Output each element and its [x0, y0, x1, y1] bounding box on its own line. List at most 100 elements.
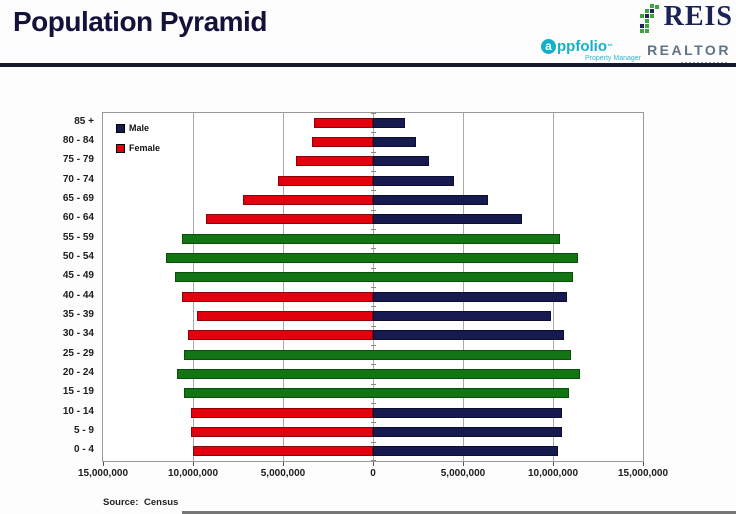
- appfolio-wordmark: ppfolio: [557, 38, 607, 55]
- y-axis-labels: 85 + 80 - 84 75 - 79 70 - 74 65 - 69 60 - 64 5…: [0, 112, 97, 462]
- gridline: [553, 113, 554, 461]
- y-axis-label: 15 - 19: [62, 386, 94, 398]
- zero-line-tick: [371, 383, 376, 385]
- zero-line-tick: [371, 209, 376, 211]
- bar-male-75-79: [373, 156, 429, 167]
- bar-female-80-84: [311, 137, 373, 147]
- bottom-edge-shadow: [182, 511, 736, 514]
- bar-male-40-44: [373, 291, 568, 302]
- zero-line-tick: [371, 287, 376, 288]
- bar-female-65-69: [243, 195, 373, 205]
- header-divider-rule: [0, 63, 736, 67]
- bar-highlight-15-19: [184, 388, 570, 399]
- zero-line-tick: [371, 113, 376, 114]
- x-axis-label: 15,000,000: [617, 468, 669, 479]
- y-axis-label: 40 - 44: [62, 289, 94, 301]
- zero-line-tick: [371, 441, 376, 443]
- chart-legend: Male Female: [116, 118, 160, 158]
- legend-label-female: Female: [129, 143, 161, 153]
- bar-male-85+: [373, 117, 406, 128]
- appfolio-tm: ™: [606, 43, 613, 50]
- bar-highlight-55-59: [182, 233, 561, 244]
- y-axis-label: 45 - 49: [62, 270, 94, 282]
- x-axis-tick: [463, 462, 464, 466]
- bar-male-60-64: [373, 214, 523, 225]
- bar-male-0-4: [373, 446, 559, 457]
- bar-female-70-74: [277, 175, 373, 186]
- gridline: [283, 113, 284, 461]
- bar-female-0-4: [193, 446, 373, 457]
- bar-female-75-79: [295, 156, 373, 167]
- source-note: Source: Census: [103, 497, 179, 508]
- gridline: [193, 113, 194, 461]
- bar-female-30-34: [187, 330, 373, 341]
- x-axis-tick: [193, 462, 194, 466]
- x-axis-label: 5,000,000: [260, 468, 306, 479]
- x-axis-tick: [553, 462, 554, 466]
- y-axis-label: 70 - 74: [62, 173, 94, 185]
- reis-wordmark: REIS: [663, 1, 733, 32]
- zero-line-tick: [371, 229, 376, 230]
- bar-male-80-84: [373, 137, 417, 147]
- y-axis-label: 30 - 34: [62, 328, 94, 340]
- zero-line-tick: [371, 267, 376, 269]
- page-title: Population Pyramid: [13, 6, 267, 37]
- y-axis-label: 55 - 59: [62, 231, 94, 243]
- bar-male-65-69: [373, 195, 489, 205]
- zero-line-tick: [371, 248, 376, 250]
- bar-male-5-9: [373, 427, 562, 437]
- zero-line-tick: [371, 190, 376, 192]
- x-axis-tick: [103, 462, 104, 466]
- y-axis-label: 25 - 29: [62, 347, 94, 359]
- legend-item-female: Female: [116, 138, 160, 158]
- zero-line-tick: [371, 345, 376, 346]
- bar-male-30-34: [373, 330, 564, 341]
- bar-female-60-64: [205, 214, 373, 225]
- appfolio-subtitle: Property Manager: [584, 55, 641, 62]
- y-axis-label: 5 - 9: [73, 425, 94, 436]
- zero-line-tick: [371, 460, 376, 461]
- zero-line-tick: [371, 171, 376, 172]
- x-axis-tick: [283, 462, 284, 466]
- realtor-wordmark: REALTOR: [647, 42, 731, 58]
- realtor-logo: REALTOR: [647, 42, 731, 64]
- x-axis-labels: 15,000,000 10,000,000 5,000,000 0 5,000,000 1…: [78, 462, 668, 484]
- bar-female-10-14: [191, 407, 373, 418]
- legend-item-male: Male: [116, 118, 160, 138]
- bar-highlight-20-24: [176, 369, 580, 379]
- x-axis-tick: [373, 462, 374, 466]
- y-axis-label: 20 - 24: [62, 367, 94, 378]
- y-axis-label: 50 - 54: [62, 251, 94, 262]
- appfolio-logo: a ppfolio ™ Property Manager: [541, 38, 641, 62]
- bar-female-85+: [313, 117, 373, 128]
- y-axis-label: 85 +: [74, 115, 94, 127]
- bar-highlight-45-49: [175, 272, 573, 283]
- reis-pixel-icon: [639, 4, 660, 41]
- x-axis-label: 15,000,000: [77, 468, 129, 479]
- y-axis-label: 0 - 4: [73, 444, 94, 456]
- bar-highlight-50-54: [166, 253, 579, 263]
- y-axis-label: 60 - 64: [62, 212, 94, 224]
- bar-female-40-44: [182, 291, 373, 302]
- zero-line-tick: [371, 403, 376, 404]
- zero-line-tick: [371, 325, 376, 327]
- x-axis-label: 10,000,000: [527, 468, 579, 479]
- bar-male-10-14: [373, 407, 562, 418]
- plot-area: Male Female: [102, 112, 644, 462]
- bar-male-35-39: [373, 311, 552, 321]
- zero-line-tick: [371, 364, 376, 366]
- appfolio-a-icon: a: [541, 39, 556, 54]
- bar-female-35-39: [196, 311, 373, 321]
- bar-male-70-74: [373, 175, 454, 186]
- zero-line-tick: [371, 151, 376, 153]
- x-axis-tick: [643, 462, 644, 466]
- x-axis-label: 5,000,000: [440, 468, 486, 479]
- zero-line-tick: [371, 422, 376, 424]
- y-axis-label: 35 - 39: [62, 309, 94, 320]
- female-swatch-icon: [116, 143, 125, 153]
- x-axis-label: 10,000,000: [167, 468, 219, 479]
- gridline: [463, 113, 464, 461]
- y-axis-label: 80 - 84: [62, 135, 94, 146]
- male-swatch-icon: [116, 123, 125, 133]
